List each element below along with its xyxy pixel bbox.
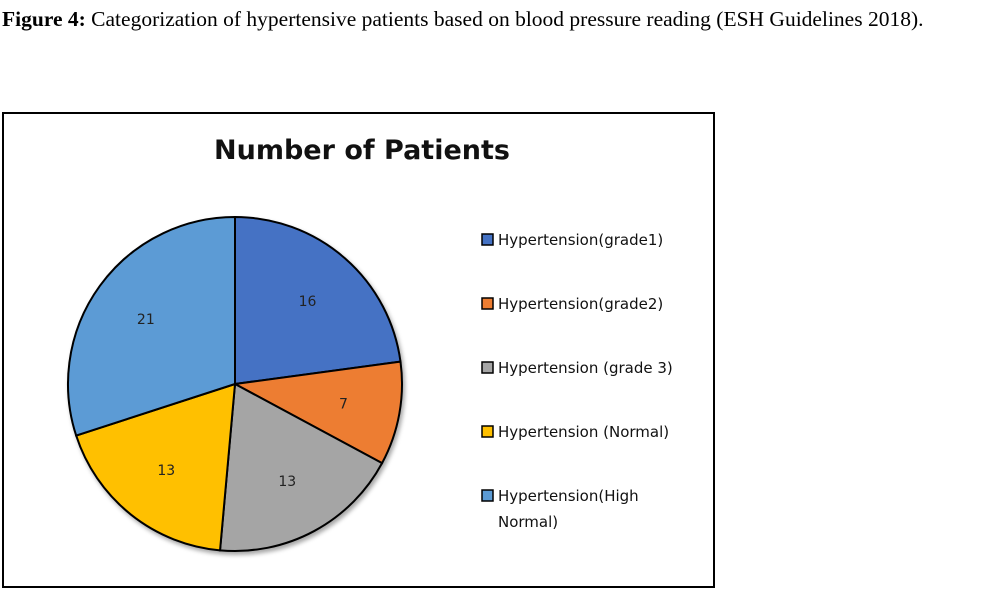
chart-frame: Number of Patients 16 7 13 13 21 Hypertensio… xyxy=(2,112,715,588)
legend-label: Hypertension (Normal) xyxy=(498,423,669,441)
slice-value-label: 13 xyxy=(278,474,296,490)
legend-swatch xyxy=(481,425,494,438)
pie-slice xyxy=(67,215,236,437)
pie-chart: Number of Patients 16 7 13 13 21 Hypertensio… xyxy=(67,135,673,552)
pie-slices xyxy=(67,215,403,552)
legend-label: Hypertension (grade 3) xyxy=(498,359,673,377)
pie-slice xyxy=(231,360,403,465)
legend-swatch xyxy=(481,489,494,502)
slice-labels: 16 7 13 13 21 xyxy=(137,294,348,490)
slice-value-label: 21 xyxy=(137,312,155,328)
legend-label: Hypertension(grade2) xyxy=(498,295,663,313)
slice-value-label: 16 xyxy=(299,294,317,310)
slice-value-label: 13 xyxy=(157,463,175,479)
chart-legend: Hypertension(grade1) Hypertension(grade2)… xyxy=(481,231,673,531)
legend-label: Hypertension(grade1) xyxy=(498,231,663,249)
figure-label: Figure 4: xyxy=(2,7,86,31)
pie-slice xyxy=(234,215,402,386)
figure-caption: Figure 4: Categorization of hypertensive… xyxy=(2,0,977,38)
pie-slice xyxy=(74,382,237,552)
slice-value-label: 7 xyxy=(339,397,348,413)
chart-title: Number of Patients xyxy=(214,135,510,166)
legend-swatch xyxy=(481,233,494,246)
legend-label: Hypertension(High xyxy=(498,487,639,505)
legend-swatch xyxy=(481,297,494,310)
figure-caption-text: Categorization of hypertensive patients … xyxy=(85,7,924,31)
legend-label: Normal) xyxy=(498,513,558,531)
pie-slice xyxy=(218,382,384,552)
legend-swatch xyxy=(481,361,494,374)
